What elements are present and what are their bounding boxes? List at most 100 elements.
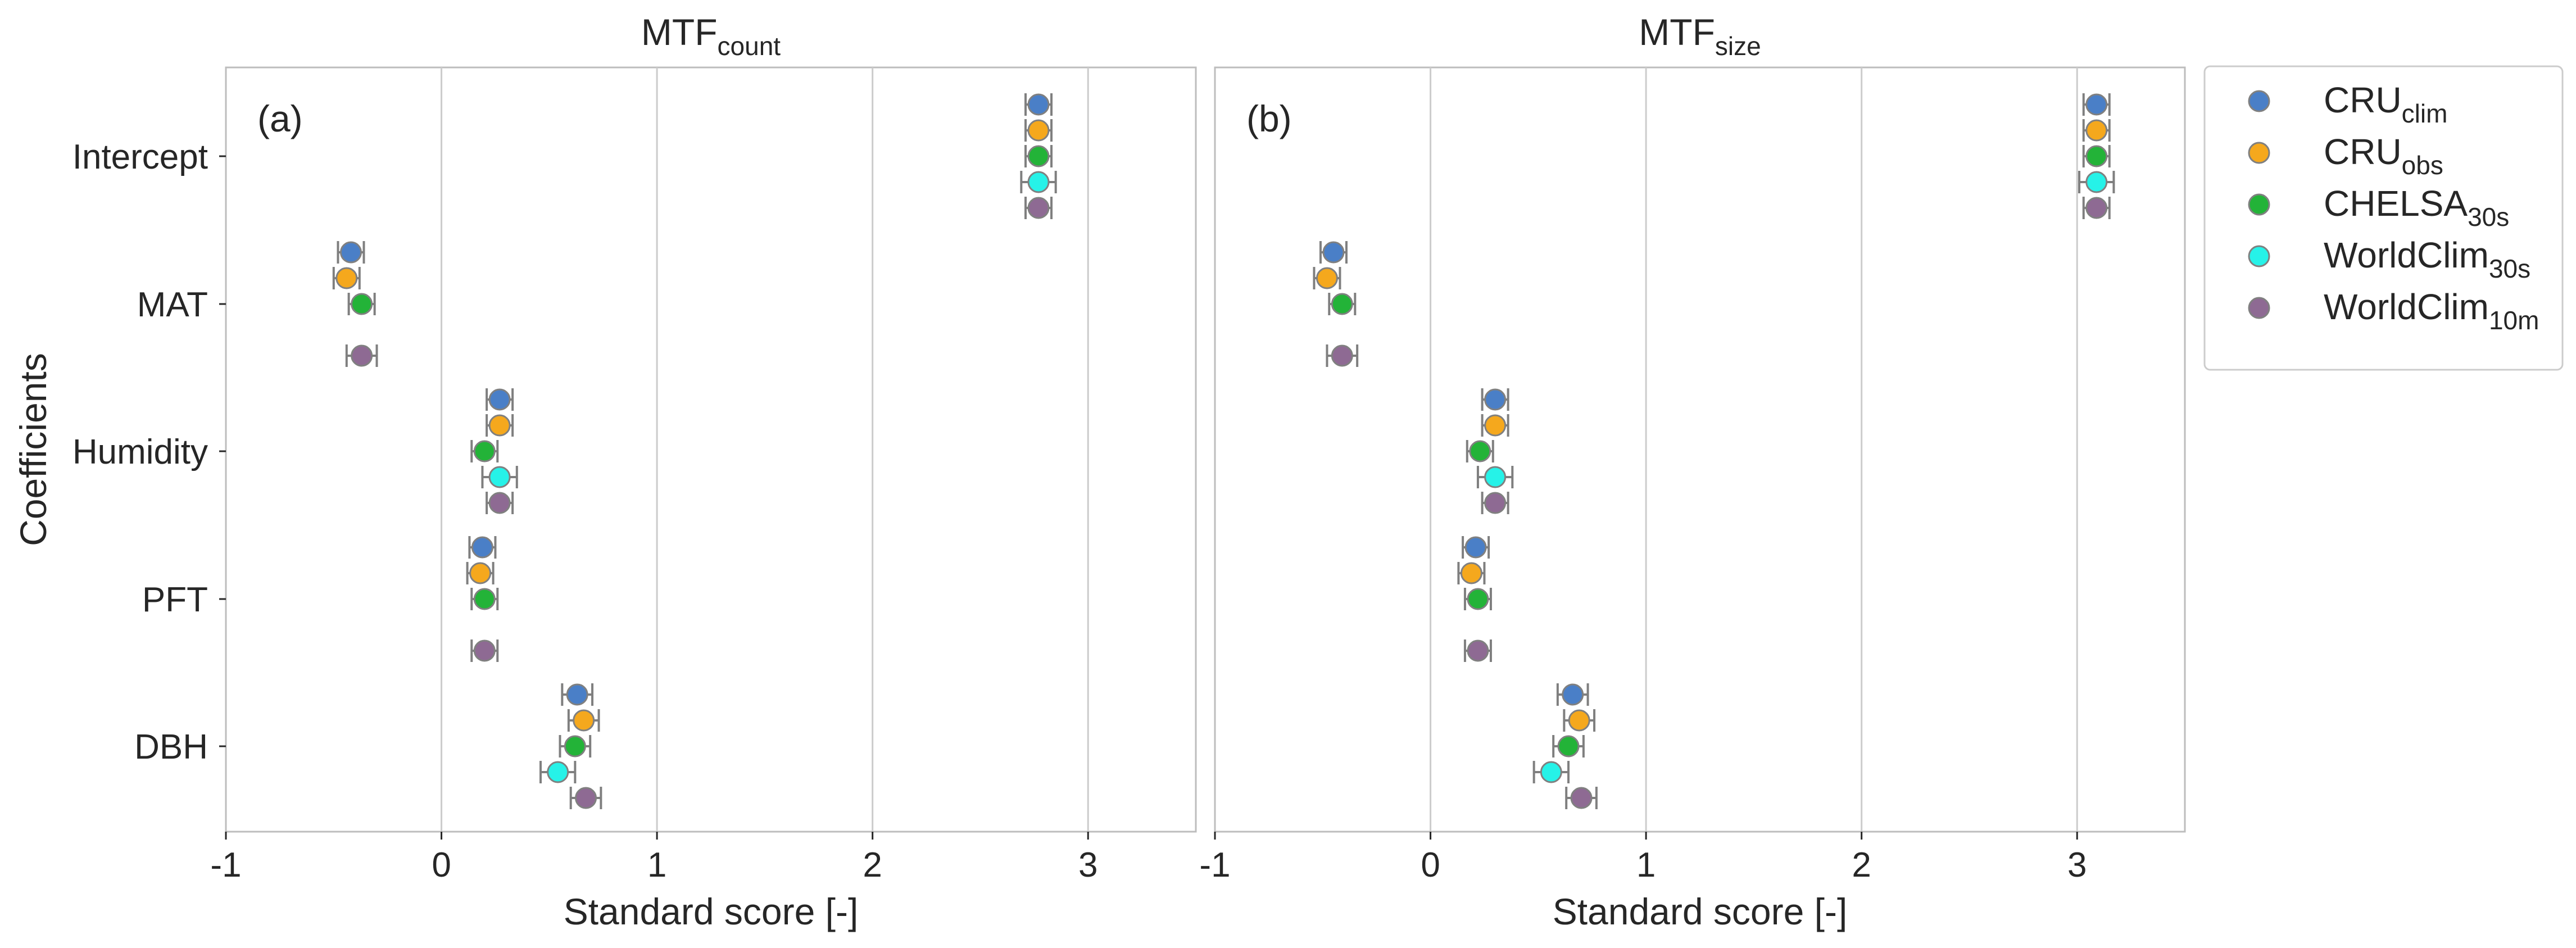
data-point — [1484, 466, 1507, 488]
data-point — [351, 293, 373, 315]
data-point — [1027, 119, 1050, 142]
panel-b-point-WorldClim_10m-dbh — [1565, 787, 1598, 809]
data-point — [2085, 145, 2108, 167]
panel-a-point-CHELSA_30s-humidity — [470, 440, 499, 462]
data-point — [1568, 709, 1590, 732]
panel-a-point-WorldClim_10m-mat — [345, 344, 378, 367]
data-point — [1331, 344, 1353, 367]
data-point — [1540, 761, 1562, 783]
data-point — [564, 735, 586, 758]
panel-b-point-WorldClim_30s-humidity — [1476, 466, 1514, 488]
panel-a-x-tick-label: -1 — [210, 846, 241, 885]
legend-item-CRU_clim: CRUclim — [2248, 80, 2448, 128]
legend-label: CRUobs — [2324, 131, 2443, 180]
panel-b-point-WorldClim_30s-intercept — [2078, 171, 2115, 193]
panel-b-point-CRU_clim-humidity — [1481, 388, 1509, 411]
panel-a: (a) MTFcount Standard score [-] — [225, 11, 1197, 932]
legend-label: WorldClim10m — [2324, 287, 2539, 335]
legend-item-CHELSA_30s: CHELSA30s — [2248, 183, 2509, 232]
panel-b-point-CRU_obs-intercept — [2082, 119, 2111, 142]
y-tick-label-dbh: DBH — [134, 728, 208, 766]
panel-a-point-CRU_clim-intercept — [1024, 93, 1053, 116]
data-point — [1027, 171, 1050, 193]
panel-a-x-tick-label: 3 — [1078, 846, 1097, 885]
panel-b-point-CHELSA_30s-mat — [1328, 293, 1357, 315]
panel-b-point-CHELSA_30s-dbh — [1552, 735, 1585, 758]
legend-label-main: CRU — [2324, 80, 2402, 120]
legend-frame — [2203, 65, 2564, 371]
legend-marker — [2248, 142, 2270, 164]
panel-b-label: (b) — [1246, 98, 1292, 139]
panel-a-point-CRU_obs-intercept — [1024, 119, 1053, 142]
data-point — [1469, 440, 1491, 462]
legend-label-sub: clim — [2402, 99, 2448, 128]
legend: CRUclimCRUobsCHELSA30sWorldClim30sWorldC… — [2203, 65, 2564, 371]
panel-b-point-CRU_clim-dbh — [1556, 683, 1589, 706]
data-point — [1557, 735, 1580, 758]
data-point — [473, 440, 496, 462]
legend-marker — [2248, 193, 2270, 216]
panel-b: (b) MTFsize Standard score [-] — [1214, 11, 2186, 932]
panel-b-point-CRU_clim-mat — [1319, 241, 1348, 264]
panel-a-title-sub: count — [718, 31, 781, 61]
data-point — [1027, 197, 1050, 219]
panel-a-point-CRU_obs-dbh — [567, 709, 600, 732]
legend-label-sub: 30s — [2489, 254, 2530, 283]
legend-label-sub: 30s — [2468, 202, 2509, 232]
data-point — [488, 388, 511, 411]
data-point — [1316, 267, 1338, 289]
marks-layer — [332, 93, 2115, 809]
data-point — [1322, 241, 1345, 264]
legend-item-WorldClim_10m: WorldClim10m — [2248, 287, 2539, 335]
legend-label-sub: 10m — [2489, 306, 2539, 335]
data-point — [488, 466, 511, 488]
panel-a-title-main: MTF — [641, 11, 718, 53]
panel-a-point-CHELSA_30s-dbh — [559, 735, 592, 758]
grid-layer: -1 0 1 2 3 Intercept MAT Humidity PFT DBH -1 0 1 2 3 — [72, 67, 2087, 885]
panel-b-point-CHELSA_30s-pft — [1463, 588, 1492, 610]
panel-a-point-CRU_clim-pft — [468, 536, 497, 559]
legend-label-main: WorldClim — [2324, 287, 2489, 327]
panel-a-x-tick-label: 0 — [432, 846, 451, 885]
panel-a-point-WorldClim_30s-humidity — [481, 466, 518, 488]
panel-a-point-CRU_clim-dbh — [561, 683, 594, 706]
legend-marker — [2248, 90, 2270, 112]
data-point — [351, 344, 373, 367]
y-axis-label: Coefficients — [12, 353, 54, 546]
panel-a-point-WorldClim_10m-pft — [470, 639, 499, 662]
legend-marker — [2248, 297, 2270, 319]
panel-b-point-CHELSA_30s-humidity — [1466, 440, 1494, 462]
panel-a-point-WorldClim_10m-intercept — [1024, 197, 1053, 219]
data-point — [2085, 171, 2108, 193]
panel-a-point-CRU_obs-mat — [332, 267, 361, 289]
legend-label-main: CRU — [2324, 131, 2402, 172]
panel-b-title-main: MTF — [1639, 11, 1715, 53]
panel-b-point-CRU_obs-humidity — [1481, 414, 1509, 437]
panel-b-x-axis-label: Standard score [-] — [1553, 891, 1848, 932]
data-point — [566, 683, 588, 706]
data-point — [1562, 683, 1584, 706]
panel-a-point-CRU_clim-humidity — [486, 388, 514, 411]
data-point — [1570, 787, 1593, 809]
panel-a-point-WorldClim_30s-intercept — [1020, 171, 1057, 193]
y-tick-label-pft: PFT — [142, 580, 208, 619]
panel-b-x-tick-label: 3 — [2067, 846, 2087, 885]
data-point — [469, 562, 492, 584]
panel-b-point-WorldClim_10m-intercept — [2082, 197, 2111, 219]
data-point — [547, 761, 569, 783]
panel-a-point-CRU_obs-humidity — [486, 414, 514, 437]
data-point — [488, 414, 511, 437]
panel-b-x-tick-label: -1 — [1199, 846, 1230, 885]
panel-a-point-CHELSA_30s-mat — [347, 293, 376, 315]
data-point — [1464, 536, 1487, 559]
panel-a-point-CRU_obs-pft — [466, 562, 495, 584]
panel-b-point-WorldClim_10m-humidity — [1481, 492, 1509, 514]
legend-marker — [2248, 245, 2270, 267]
panel-b-point-WorldClim_10m-mat — [1326, 344, 1359, 367]
data-point — [1027, 93, 1050, 116]
panel-a-point-WorldClim_10m-dbh — [569, 787, 602, 809]
panel-b-point-CRU_clim-pft — [1462, 536, 1490, 559]
panel-a-label: (a) — [257, 98, 303, 139]
panel-b-x-tick-label: 2 — [1852, 846, 1871, 885]
